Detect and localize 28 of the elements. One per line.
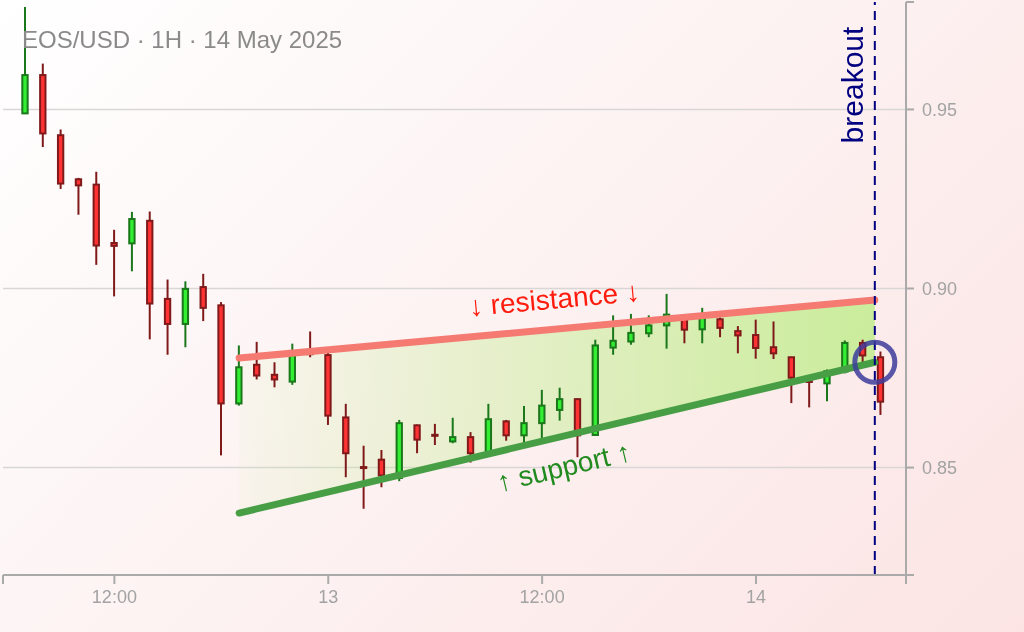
x-tick-label: 13 [318,586,339,607]
candlestick [74,176,83,216]
candlestick [413,423,421,455]
candlestick [377,449,386,489]
x-tick-label: 12:00 [91,586,137,607]
candlestick [555,386,564,422]
candlestick [199,272,207,323]
x-tick-label: 14 [745,586,767,607]
candlestick [253,340,261,381]
candlestick [110,228,118,298]
x-tick-label: 12:00 [519,586,565,607]
candlestick [466,431,475,464]
candlestick [359,444,368,510]
candlestick [431,422,439,446]
y-tick-label: 0.85 [922,457,958,478]
candlestick [734,325,742,355]
y-tick-label: 0.90 [922,278,958,299]
candlestick [769,320,778,361]
candlestick [627,312,635,346]
candlestick [787,356,796,405]
candlestick [752,318,760,360]
candlestick [449,416,457,445]
candlestick [609,314,617,356]
text: ↓ resistance ↓ [467,275,641,323]
candlestick [270,361,279,389]
y-tick-label: 0.95 [922,99,958,120]
text: ↑ support ↑ [493,435,635,498]
ref-line-label: breakout [835,25,869,144]
